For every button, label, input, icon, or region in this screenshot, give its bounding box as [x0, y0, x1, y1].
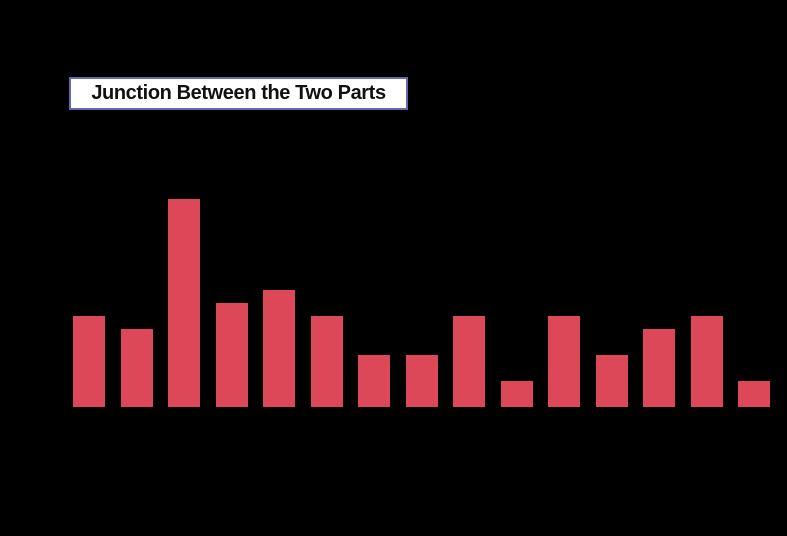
- legend-box: Junction Between the Two Parts: [69, 77, 408, 110]
- bar-12: [595, 355, 628, 407]
- bar-10: [500, 381, 533, 407]
- bar-1: [73, 316, 106, 407]
- legend-label: Junction Between the Two Parts: [91, 82, 386, 104]
- bar-2: [120, 329, 153, 407]
- bar-5: [263, 290, 296, 407]
- bar-15: [738, 381, 771, 407]
- bar-7: [358, 355, 391, 407]
- bar-11: [548, 316, 581, 407]
- bar-4: [215, 303, 248, 407]
- bar-3: [168, 199, 201, 407]
- bar-14: [690, 316, 723, 407]
- bar-8: [405, 355, 438, 407]
- bar-9: [453, 316, 486, 407]
- bar-6: [310, 316, 343, 407]
- bar-13: [643, 329, 676, 407]
